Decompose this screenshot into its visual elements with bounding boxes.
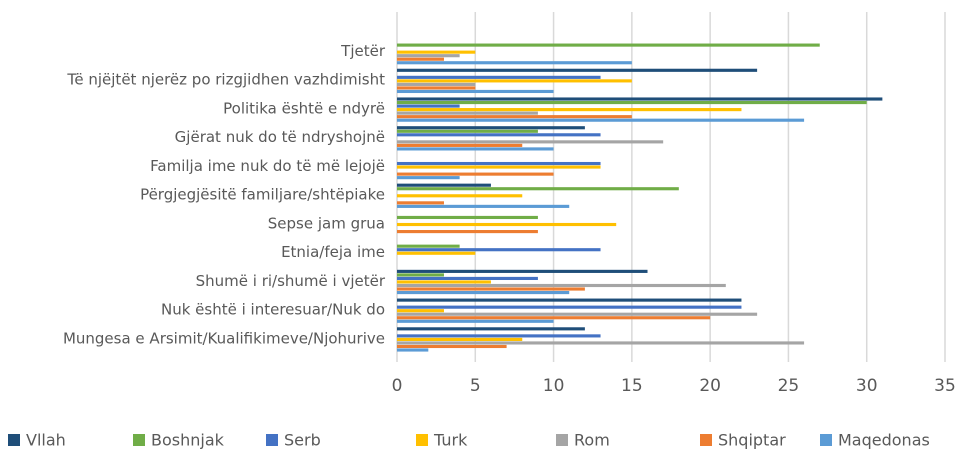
bar	[397, 108, 742, 112]
legend-label: Boshnjak	[151, 431, 225, 450]
bar	[397, 54, 460, 58]
bar	[397, 280, 491, 284]
bar	[397, 344, 507, 349]
legend-label: Turk	[433, 431, 468, 450]
bar	[397, 143, 523, 147]
bar	[397, 283, 726, 288]
bar	[397, 68, 758, 72]
bar	[397, 305, 742, 309]
x-tick-label: 30	[856, 376, 878, 396]
category-label: Përgjegjësitë familjare/shtëpiake	[140, 186, 385, 204]
legend-label: Rom	[574, 431, 610, 450]
category-label: Tjetër	[340, 42, 386, 60]
x-tick-label: 15	[621, 376, 643, 396]
legend-swatch	[416, 434, 428, 446]
legend-swatch	[133, 434, 145, 446]
bar	[397, 183, 491, 187]
bar	[397, 129, 538, 133]
legend-swatch	[700, 434, 712, 446]
bar	[397, 337, 523, 341]
bar	[397, 50, 476, 54]
category-label: Gjërat nuk do të ndryshojnë	[175, 128, 385, 146]
bar	[397, 118, 805, 122]
bar	[397, 165, 601, 169]
category-label: Të njëjtët njerëz po rizgjidhen vazhdimi…	[66, 71, 385, 89]
bar	[397, 187, 679, 191]
bar	[397, 133, 601, 137]
x-tick-label: 20	[699, 376, 721, 396]
x-tick-label: 25	[778, 376, 800, 396]
category-label: Mungesa e Arsimit/Kualifikimeve/Njohuriv…	[63, 329, 385, 347]
category-label: Etnia/feja ime	[281, 243, 385, 261]
bar	[397, 61, 632, 65]
bar	[397, 348, 429, 352]
bar	[397, 319, 554, 323]
bar	[397, 204, 570, 208]
bar	[397, 298, 742, 302]
legend-label: Maqedonas	[838, 431, 930, 450]
bar	[397, 341, 805, 345]
category-label: Sepse jam grua	[268, 214, 385, 232]
bar	[397, 147, 554, 151]
legend-swatch	[8, 434, 20, 446]
bar	[397, 215, 538, 220]
bar	[397, 194, 523, 198]
legend-label: Vllah	[26, 431, 66, 450]
bar	[397, 244, 460, 248]
category-label: Nuk është i interesuar/Nuk do	[161, 301, 385, 319]
bar	[397, 172, 554, 176]
legend-swatch	[266, 434, 278, 446]
bar	[397, 251, 476, 255]
bar	[397, 276, 538, 281]
category-label: Shumë i ri/shumë i vjetër	[196, 272, 386, 290]
bar	[397, 100, 867, 105]
bar	[397, 57, 444, 61]
bar	[397, 82, 476, 86]
bar	[397, 89, 554, 94]
bar	[397, 273, 444, 277]
bar	[397, 161, 601, 166]
x-tick-label: 10	[543, 376, 565, 396]
bar	[397, 104, 460, 108]
bar	[397, 230, 538, 234]
bar	[397, 316, 711, 320]
x-tick-label: 0	[392, 376, 403, 396]
bar	[397, 86, 476, 90]
bar	[397, 248, 601, 252]
bar	[397, 287, 585, 291]
legend-swatch	[556, 434, 568, 446]
category-label: Politika është e ndyrë	[223, 99, 385, 117]
bar	[397, 115, 632, 119]
bar	[397, 201, 444, 205]
bar	[397, 111, 538, 115]
x-tick-label: 5	[470, 376, 481, 396]
bar	[397, 334, 601, 338]
legend-label: Shqiptar	[718, 431, 786, 450]
bar	[397, 312, 758, 316]
x-tick-label: 35	[934, 376, 956, 396]
bar	[397, 309, 444, 313]
bar	[397, 43, 820, 47]
bar	[397, 75, 601, 79]
bar	[397, 176, 460, 180]
category-label: Familja ime nuk do të më lejojë	[150, 157, 385, 175]
bar	[397, 79, 632, 83]
bar	[397, 126, 585, 130]
bar	[397, 290, 570, 295]
bar	[397, 140, 664, 144]
bar	[397, 269, 648, 273]
legend-swatch	[820, 434, 832, 446]
bar	[397, 327, 585, 331]
bar	[397, 222, 617, 227]
bar	[397, 97, 883, 101]
legend-label: Serb	[284, 431, 321, 450]
